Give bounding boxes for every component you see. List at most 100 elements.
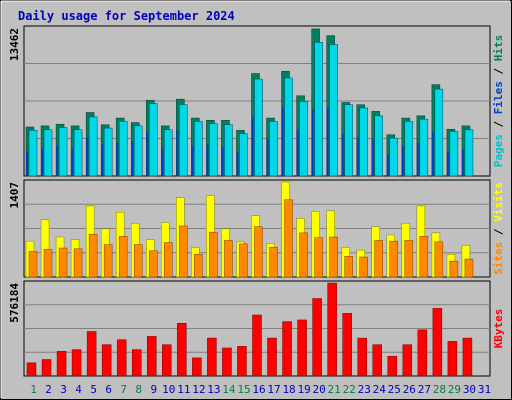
files-bar bbox=[118, 121, 128, 177]
pages-bar bbox=[281, 106, 284, 176]
pages-bar bbox=[101, 144, 104, 176]
kbytes-panel: 576184 KBytes bbox=[8, 280, 505, 377]
files-bar bbox=[133, 125, 143, 177]
kbytes-bar bbox=[207, 337, 217, 377]
files-bar bbox=[179, 104, 188, 177]
side-label-separator: / bbox=[492, 114, 505, 134]
files-bar bbox=[434, 88, 444, 177]
sites-bar bbox=[118, 236, 128, 278]
files-bar bbox=[269, 121, 278, 177]
kbytes-bar bbox=[342, 313, 352, 377]
files-bar bbox=[314, 42, 323, 177]
kbytes-bar bbox=[282, 321, 292, 377]
pages-bar bbox=[356, 138, 359, 176]
kbytes-bar bbox=[192, 357, 202, 377]
day-label-15: 15 bbox=[237, 383, 250, 396]
pages-bar bbox=[71, 149, 74, 176]
pages-bar bbox=[236, 151, 239, 176]
files-bar bbox=[329, 44, 338, 177]
pages-bar bbox=[296, 129, 299, 176]
day-label-5: 5 bbox=[90, 383, 97, 396]
kbytes-bar bbox=[312, 298, 322, 377]
files-bar bbox=[103, 127, 113, 177]
sites-bar bbox=[374, 240, 383, 278]
sites-bar bbox=[419, 236, 429, 278]
day-label-6: 6 bbox=[105, 383, 112, 396]
kbytes-side-label: KBytes bbox=[492, 309, 505, 349]
side-label-visits: Visits bbox=[492, 182, 505, 222]
day-label-10: 10 bbox=[162, 383, 175, 396]
kbytes-bar bbox=[86, 331, 97, 377]
day-label-9: 9 bbox=[150, 383, 157, 396]
sites-bar bbox=[28, 251, 38, 278]
day-label-19: 19 bbox=[297, 383, 310, 396]
files-bar bbox=[254, 78, 263, 177]
sites-bar bbox=[269, 247, 278, 278]
y-max-label: 13462 bbox=[8, 28, 21, 61]
kbytes-bar bbox=[327, 282, 337, 377]
y-max-label: 576184 bbox=[8, 283, 21, 323]
day-label-2: 2 bbox=[45, 383, 52, 396]
sites-bar bbox=[254, 226, 263, 278]
y-max-label: 1407 bbox=[8, 182, 21, 209]
kbytes-bar bbox=[387, 355, 398, 377]
sites-bar bbox=[73, 248, 83, 278]
sites-bar bbox=[43, 249, 53, 278]
pages-bar bbox=[416, 142, 419, 176]
files-bar bbox=[73, 129, 83, 177]
kbytes-bar bbox=[222, 347, 232, 377]
day-label-22: 22 bbox=[343, 383, 356, 396]
kbytes-bar bbox=[147, 336, 157, 377]
sites-bar bbox=[449, 260, 459, 278]
kbytes-bar bbox=[252, 314, 262, 377]
kbytes-bar bbox=[71, 349, 82, 377]
pages-bar bbox=[56, 145, 59, 176]
files-bar bbox=[164, 129, 173, 177]
kbytes-bar bbox=[56, 351, 67, 377]
kbytes-bar bbox=[41, 359, 52, 377]
kbytes-bar bbox=[402, 344, 413, 377]
pages-bar bbox=[341, 133, 344, 176]
kbytes-bar bbox=[26, 362, 37, 377]
pages-bar bbox=[26, 151, 28, 176]
side-label-separator: / bbox=[492, 61, 505, 81]
files-bar bbox=[209, 123, 218, 177]
kbytes-bar bbox=[237, 346, 247, 377]
visits-sites-panel: 1407 Sites / Visits bbox=[8, 179, 505, 278]
kbytes-bar bbox=[162, 344, 172, 377]
day-label-7: 7 bbox=[120, 383, 127, 396]
visits-sites-side-label: Sites / Visits bbox=[492, 182, 505, 275]
kbytes-bar bbox=[131, 349, 142, 377]
day-label-28: 28 bbox=[433, 383, 446, 396]
kbytes-bar bbox=[447, 341, 458, 377]
day-label-27: 27 bbox=[418, 383, 431, 396]
pages-bar bbox=[266, 139, 269, 176]
day-label-21: 21 bbox=[328, 383, 341, 396]
day-label-14: 14 bbox=[222, 383, 236, 396]
day-label-4: 4 bbox=[75, 383, 82, 396]
pages-bar bbox=[326, 108, 329, 176]
side-label-kbytes: KBytes bbox=[492, 309, 505, 349]
pages-bar bbox=[386, 154, 389, 176]
day-label-11: 11 bbox=[177, 383, 190, 396]
kbytes-bar bbox=[177, 322, 187, 377]
sites-bar bbox=[194, 253, 203, 278]
pages-bar bbox=[446, 151, 449, 176]
files-bar bbox=[194, 121, 203, 177]
files-bar bbox=[374, 115, 383, 177]
day-label-24: 24 bbox=[373, 383, 387, 396]
kbytes-bar bbox=[101, 344, 112, 377]
files-bar bbox=[28, 130, 38, 177]
side-label-pages: Pages bbox=[492, 134, 505, 167]
day-label-18: 18 bbox=[282, 383, 295, 396]
sites-bar bbox=[284, 199, 293, 278]
day-label-16: 16 bbox=[252, 383, 265, 396]
day-label-25: 25 bbox=[388, 383, 401, 396]
day-label-31: 31 bbox=[478, 383, 491, 396]
day-label-17: 17 bbox=[267, 383, 280, 396]
files-bar bbox=[149, 103, 158, 177]
pages-bar bbox=[206, 144, 209, 176]
sites-bar bbox=[224, 240, 233, 278]
